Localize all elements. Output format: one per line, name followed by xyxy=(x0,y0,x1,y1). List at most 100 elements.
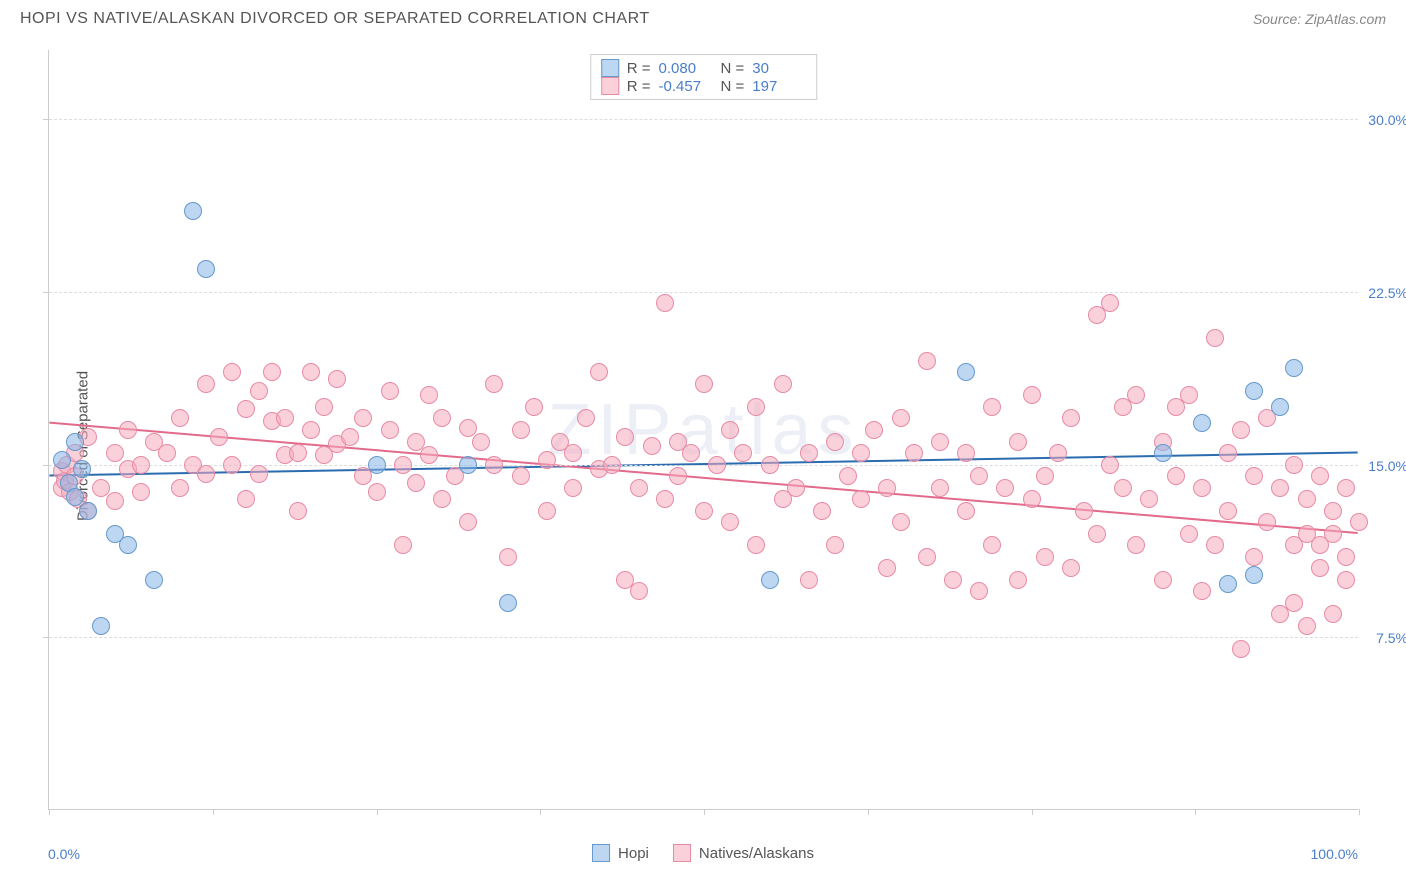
series-legend: Hopi Natives/Alaskans xyxy=(592,844,814,862)
scatter-point xyxy=(250,382,268,400)
scatter-point xyxy=(1088,525,1106,543)
scatter-point xyxy=(944,571,962,589)
scatter-point xyxy=(878,479,896,497)
stats-legend: R = 0.080 N = 30 R = -0.457 N = 197 xyxy=(590,54,818,100)
legend-item-hopi: Hopi xyxy=(592,844,649,862)
scatter-point xyxy=(1324,502,1342,520)
scatter-point xyxy=(433,490,451,508)
swatch-hopi xyxy=(601,59,619,77)
scatter-point xyxy=(1324,605,1342,623)
scatter-point xyxy=(630,582,648,600)
scatter-point xyxy=(603,456,621,474)
gridline: 22.5% xyxy=(49,292,1358,293)
scatter-point xyxy=(302,363,320,381)
scatter-point xyxy=(210,428,228,446)
y-tick xyxy=(43,465,49,466)
scatter-point xyxy=(420,446,438,464)
scatter-point xyxy=(1271,398,1289,416)
scatter-point xyxy=(512,421,530,439)
scatter-point xyxy=(1009,571,1027,589)
scatter-point xyxy=(381,382,399,400)
scatter-point xyxy=(66,433,84,451)
scatter-point xyxy=(695,375,713,393)
scatter-point xyxy=(289,444,307,462)
scatter-point xyxy=(1180,386,1198,404)
y-tick-label: 7.5% xyxy=(1376,630,1406,646)
x-tick xyxy=(1032,809,1033,815)
scatter-point xyxy=(237,400,255,418)
scatter-point xyxy=(92,617,110,635)
n-label: N = xyxy=(721,78,745,95)
scatter-point xyxy=(184,202,202,220)
scatter-point xyxy=(800,571,818,589)
scatter-point xyxy=(1245,548,1263,566)
scatter-point xyxy=(1298,617,1316,635)
scatter-point xyxy=(931,433,949,451)
scatter-point xyxy=(721,513,739,531)
r-value-natives: -0.457 xyxy=(659,78,713,95)
scatter-point xyxy=(1036,548,1054,566)
scatter-point xyxy=(1180,525,1198,543)
scatter-point xyxy=(433,409,451,427)
scatter-point xyxy=(106,492,124,510)
scatter-point xyxy=(839,467,857,485)
scatter-point xyxy=(341,428,359,446)
scatter-point xyxy=(656,294,674,312)
x-tick xyxy=(540,809,541,815)
scatter-point xyxy=(918,548,936,566)
scatter-point xyxy=(983,398,1001,416)
scatter-point xyxy=(1337,548,1355,566)
scatter-point xyxy=(368,456,386,474)
scatter-point xyxy=(1245,382,1263,400)
scatter-point xyxy=(1023,386,1041,404)
scatter-point xyxy=(73,460,91,478)
scatter-point xyxy=(852,490,870,508)
scatter-point xyxy=(1285,594,1303,612)
scatter-point xyxy=(708,456,726,474)
y-tick-label: 30.0% xyxy=(1368,112,1406,128)
scatter-point xyxy=(472,433,490,451)
x-tick xyxy=(1359,809,1360,815)
scatter-point xyxy=(669,467,687,485)
swatch-natives xyxy=(673,844,691,862)
scatter-point xyxy=(564,444,582,462)
scatter-point xyxy=(1298,490,1316,508)
scatter-point xyxy=(918,352,936,370)
scatter-point xyxy=(1101,456,1119,474)
x-axis-min-label: 0.0% xyxy=(48,846,80,862)
scatter-point xyxy=(787,479,805,497)
scatter-point xyxy=(237,490,255,508)
chart-title: HOPI VS NATIVE/ALASKAN DIVORCED OR SEPAR… xyxy=(20,10,650,28)
x-axis-max-label: 100.0% xyxy=(1311,846,1358,862)
scatter-point xyxy=(525,398,543,416)
y-tick xyxy=(43,637,49,638)
scatter-point xyxy=(302,421,320,439)
scatter-point xyxy=(394,536,412,554)
scatter-point xyxy=(852,444,870,462)
y-tick xyxy=(43,119,49,120)
scatter-point xyxy=(197,465,215,483)
scatter-point xyxy=(734,444,752,462)
scatter-point xyxy=(485,456,503,474)
scatter-point xyxy=(1127,536,1145,554)
gridline: 7.5% xyxy=(49,637,1358,638)
scatter-point xyxy=(1062,409,1080,427)
scatter-point xyxy=(381,421,399,439)
stats-row-natives: R = -0.457 N = 197 xyxy=(601,77,807,95)
scatter-point xyxy=(276,409,294,427)
scatter-point xyxy=(1167,467,1185,485)
scatter-point xyxy=(223,456,241,474)
scatter-point xyxy=(197,260,215,278)
scatter-point xyxy=(1245,467,1263,485)
scatter-point xyxy=(1285,359,1303,377)
scatter-point xyxy=(1219,575,1237,593)
scatter-point xyxy=(761,456,779,474)
regression-lines xyxy=(49,50,1358,809)
scatter-point xyxy=(957,502,975,520)
scatter-point xyxy=(630,479,648,497)
scatter-point xyxy=(970,582,988,600)
x-tick xyxy=(1195,809,1196,815)
scatter-point xyxy=(813,502,831,520)
scatter-point xyxy=(1062,559,1080,577)
scatter-point xyxy=(774,375,792,393)
